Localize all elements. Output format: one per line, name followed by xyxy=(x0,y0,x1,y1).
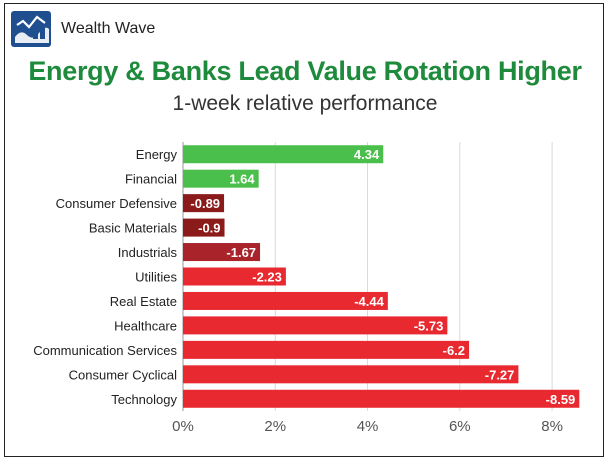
value-label: -1.67 xyxy=(226,245,256,260)
category-label: Consumer Cyclical xyxy=(69,367,177,382)
x-tick-label: 4% xyxy=(357,418,379,435)
value-label: -8.59 xyxy=(546,392,576,407)
category-label: Basic Materials xyxy=(89,221,178,236)
x-tick-label: 6% xyxy=(449,418,471,435)
value-label: -2.23 xyxy=(252,270,282,285)
category-label: Industrials xyxy=(118,245,178,260)
bar xyxy=(183,389,580,408)
category-label: Communication Services xyxy=(33,343,177,358)
x-tick-label: 8% xyxy=(541,418,563,435)
value-label: -7.27 xyxy=(485,367,515,382)
category-label: Energy xyxy=(136,147,178,162)
bar xyxy=(183,291,388,310)
value-label: 1.64 xyxy=(229,172,255,187)
wave-logo-icon xyxy=(11,11,51,47)
category-label: Financial xyxy=(125,172,177,187)
category-label: Consumer Defensive xyxy=(56,196,177,211)
bar xyxy=(183,194,225,213)
value-label: -4.44 xyxy=(354,294,384,309)
bar xyxy=(183,243,261,262)
value-label: -0.89 xyxy=(190,196,220,211)
category-label: Real Estate xyxy=(110,294,177,309)
category-label: Healthcare xyxy=(114,318,177,333)
category-label: Technology xyxy=(111,392,177,407)
x-tick-label: 2% xyxy=(264,418,286,435)
x-tick-label: 0% xyxy=(172,418,194,435)
category-label: Utilities xyxy=(135,270,177,285)
bar xyxy=(183,169,259,188)
value-label: -5.73 xyxy=(414,318,444,333)
bar xyxy=(183,340,470,359)
bar xyxy=(183,365,519,384)
bar xyxy=(183,316,448,335)
chart-title: Energy & Banks Lead Value Rotation Highe… xyxy=(28,56,582,86)
bar xyxy=(183,218,225,237)
value-label: -6.2 xyxy=(443,343,465,358)
value-label: 4.34 xyxy=(354,147,380,162)
chart-subtitle: 1-week relative performance xyxy=(172,92,438,115)
value-label: -0.9 xyxy=(198,221,220,236)
brand-name: Wealth Wave xyxy=(61,20,156,37)
bar xyxy=(183,145,384,164)
bar xyxy=(183,267,286,286)
brand: Wealth Wave xyxy=(11,11,155,47)
